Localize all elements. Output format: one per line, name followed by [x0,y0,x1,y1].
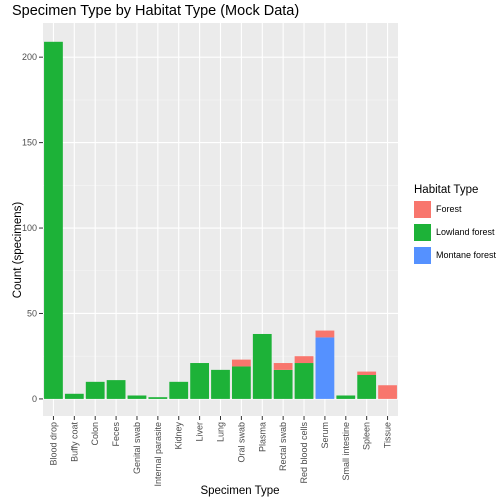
bar-feces-lowland-forest [107,380,126,399]
x-tick-label-tissue: Tissue [383,422,393,448]
bar-tissue-forest [378,385,397,399]
legend-title: Habitat Type [414,184,496,196]
y-tick-label: 200 [22,52,37,62]
x-tick-label-rectal-swab: Rectal swab [278,422,288,471]
bar-kidney-lowland-forest [169,382,188,399]
x-tick-label-genital-swab: Genital swab [132,422,142,474]
legend-label-montane-forest: Montane forest [436,250,496,260]
chart-title: Specimen Type by Habitat Type (Mock Data… [12,3,299,19]
bar-plasma-lowland-forest [253,334,272,399]
bar-lung-lowland-forest [211,370,230,399]
bar-oral-swab-lowland-forest [232,366,251,398]
bar-internal-parasite-lowland-forest [148,397,167,399]
y-axis-label: Count (specimens) [12,195,24,305]
bar-oral-swab-forest [232,360,251,367]
x-tick-label-colon: Colon [90,422,100,446]
x-tick-label-plasma: Plasma [257,422,267,452]
legend-label-lowland-forest: Lowland forest [436,227,495,237]
legend-item-montane-forest: Montane forest [414,245,496,265]
legend-swatch-montane-forest [414,247,431,264]
y-tick-label: 150 [22,138,37,148]
y-tick-label: 50 [27,308,37,318]
legend-swatch-lowland-forest [414,224,431,241]
bar-spleen-forest [357,372,376,375]
bar-liver-lowland-forest [190,363,209,399]
bar-serum-forest [316,331,335,338]
x-tick-label-buffy-coat: Buffy coat [69,422,79,462]
bar-rectal-swab-forest [274,363,293,370]
x-tick-label-feces: Feces [111,422,121,447]
x-tick-label-serum: Serum [320,422,330,449]
bar-red-blood-cells-forest [295,356,314,363]
y-tick-label: 0 [32,394,37,404]
legend-item-lowland-forest: Lowland forest [414,222,496,242]
legend-swatch-forest [414,201,431,218]
y-tick-label: 100 [22,223,37,233]
bar-colon-lowland-forest [86,382,105,399]
x-axis-label: Specimen Type [150,485,330,497]
bar-genital-swab-lowland-forest [128,395,147,398]
x-tick-label-oral-swab: Oral swab [236,422,246,463]
bar-blood-drop-lowland-forest [44,42,63,399]
x-tick-label-liver: Liver [195,422,205,442]
bar-spleen-lowland-forest [357,375,376,399]
x-tick-label-red-blood-cells: Red blood cells [299,422,309,484]
legend: Habitat Type Forest Lowland forest Monta… [414,184,496,268]
x-tick-label-kidney: Kidney [174,422,184,450]
x-tick-label-blood-drop: Blood drop [48,422,58,466]
bar-red-blood-cells-lowland-forest [295,363,314,399]
bar-small-intestine-lowland-forest [336,395,355,398]
x-tick-label-lung: Lung [216,422,226,442]
x-tick-label-internal-parasite: Internal parasite [153,422,163,487]
x-tick-label-small-intestine: Small intestine [341,422,351,481]
bar-serum-montane-forest [316,337,335,399]
bar-rectal-swab-lowland-forest [274,370,293,399]
x-tick-label-spleen: Spleen [362,422,372,450]
legend-label-forest: Forest [436,204,462,214]
bar-buffy-coat-lowland-forest [65,394,84,399]
legend-item-forest: Forest [414,199,496,219]
